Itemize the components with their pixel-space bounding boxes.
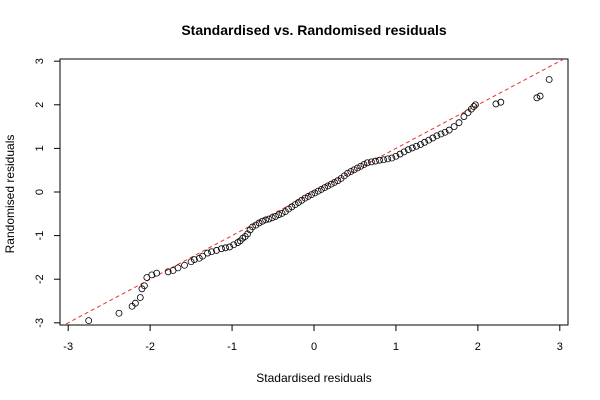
data-point bbox=[230, 241, 238, 249]
y-tick-label: -2 bbox=[34, 274, 46, 284]
data-point bbox=[354, 164, 361, 172]
y-tick-label: 0 bbox=[34, 189, 46, 195]
data-point bbox=[272, 213, 279, 220]
data-point bbox=[360, 161, 368, 168]
data-point bbox=[400, 148, 408, 156]
data-point bbox=[199, 252, 206, 260]
data-point bbox=[372, 157, 379, 165]
data-point bbox=[380, 156, 388, 164]
data-point bbox=[222, 244, 229, 252]
x-tick-label: 1 bbox=[393, 341, 399, 353]
data-point bbox=[421, 138, 429, 146]
x-tick-label: -2 bbox=[145, 341, 155, 353]
data-point bbox=[204, 249, 211, 257]
y-tick-label: 2 bbox=[34, 102, 46, 108]
data-point bbox=[278, 209, 286, 217]
data-point bbox=[347, 168, 355, 175]
x-axis-label: Stadardised residuals bbox=[256, 371, 371, 385]
data-point bbox=[497, 98, 505, 106]
data-point bbox=[131, 299, 139, 307]
plot-area bbox=[63, 59, 565, 325]
data-point bbox=[268, 214, 276, 222]
data-point bbox=[425, 136, 433, 144]
reference-line bbox=[63, 59, 565, 325]
x-tick-label: -3 bbox=[63, 341, 73, 353]
data-point bbox=[417, 141, 424, 148]
data-point bbox=[363, 159, 371, 167]
data-point bbox=[472, 101, 479, 109]
data-point bbox=[148, 271, 156, 279]
y-tick-label: 3 bbox=[34, 58, 46, 64]
y-tick-label: -3 bbox=[34, 318, 46, 328]
data-point bbox=[115, 309, 123, 317]
data-point bbox=[357, 162, 365, 170]
y-axis-label: Randomised residuals bbox=[3, 135, 17, 254]
x-axis: -3 -2 -1 0 1 2 3 bbox=[63, 325, 563, 353]
data-point bbox=[327, 180, 335, 188]
data-point bbox=[255, 219, 263, 227]
data-point bbox=[331, 179, 338, 186]
data-point bbox=[304, 192, 312, 200]
data-point bbox=[311, 189, 319, 197]
data-point bbox=[367, 158, 375, 166]
data-point bbox=[226, 243, 234, 251]
data-point bbox=[533, 94, 541, 102]
data-point bbox=[190, 256, 198, 263]
x-tick-label: 3 bbox=[557, 341, 563, 353]
data-point bbox=[413, 142, 420, 150]
x-tick-label: -1 bbox=[227, 341, 237, 353]
data-point bbox=[275, 211, 283, 219]
data-point bbox=[536, 92, 544, 100]
data-point bbox=[85, 317, 93, 325]
data-point bbox=[492, 100, 500, 108]
x-tick-label: 2 bbox=[475, 341, 481, 353]
data-point bbox=[408, 144, 416, 152]
data-point bbox=[392, 152, 400, 160]
data-point bbox=[464, 109, 472, 117]
data-point bbox=[136, 294, 144, 301]
data-point bbox=[262, 216, 270, 224]
data-point bbox=[396, 150, 404, 158]
data-point bbox=[545, 76, 553, 83]
y-axis: -3 -2 -1 0 1 2 3 bbox=[34, 58, 60, 328]
data-point bbox=[265, 215, 273, 223]
data-point bbox=[249, 223, 256, 231]
data-point bbox=[324, 182, 332, 190]
data-point bbox=[437, 130, 445, 138]
data-point bbox=[258, 217, 266, 225]
data-point bbox=[181, 261, 188, 269]
data-point bbox=[164, 268, 172, 276]
data-point bbox=[388, 154, 396, 162]
data-point bbox=[384, 155, 392, 163]
data-point bbox=[174, 264, 182, 272]
data-point bbox=[441, 128, 449, 136]
data-point bbox=[308, 191, 315, 199]
data-point bbox=[140, 282, 148, 290]
data-point bbox=[470, 103, 478, 110]
data-point bbox=[244, 230, 252, 238]
data-point bbox=[213, 247, 220, 254]
data-point bbox=[455, 119, 463, 127]
x-tick-label: 0 bbox=[311, 341, 317, 353]
data-point bbox=[344, 169, 351, 177]
data-point bbox=[450, 123, 458, 130]
y-tick-label: 1 bbox=[34, 145, 46, 151]
chart-title: Standardised vs. Randomised residuals bbox=[181, 22, 447, 38]
data-point bbox=[208, 248, 215, 256]
data-point bbox=[218, 245, 225, 253]
data-point bbox=[301, 194, 309, 202]
y-tick-label: -1 bbox=[34, 231, 46, 241]
data-point bbox=[314, 187, 322, 195]
data-point bbox=[317, 185, 325, 193]
data-point bbox=[460, 113, 468, 120]
data-point bbox=[350, 166, 358, 174]
data-point bbox=[429, 134, 437, 142]
data-point bbox=[321, 184, 329, 192]
data-point bbox=[153, 269, 161, 277]
data-point bbox=[404, 146, 412, 154]
data-point bbox=[376, 156, 383, 164]
data-point bbox=[433, 132, 441, 140]
data-point bbox=[445, 126, 453, 134]
